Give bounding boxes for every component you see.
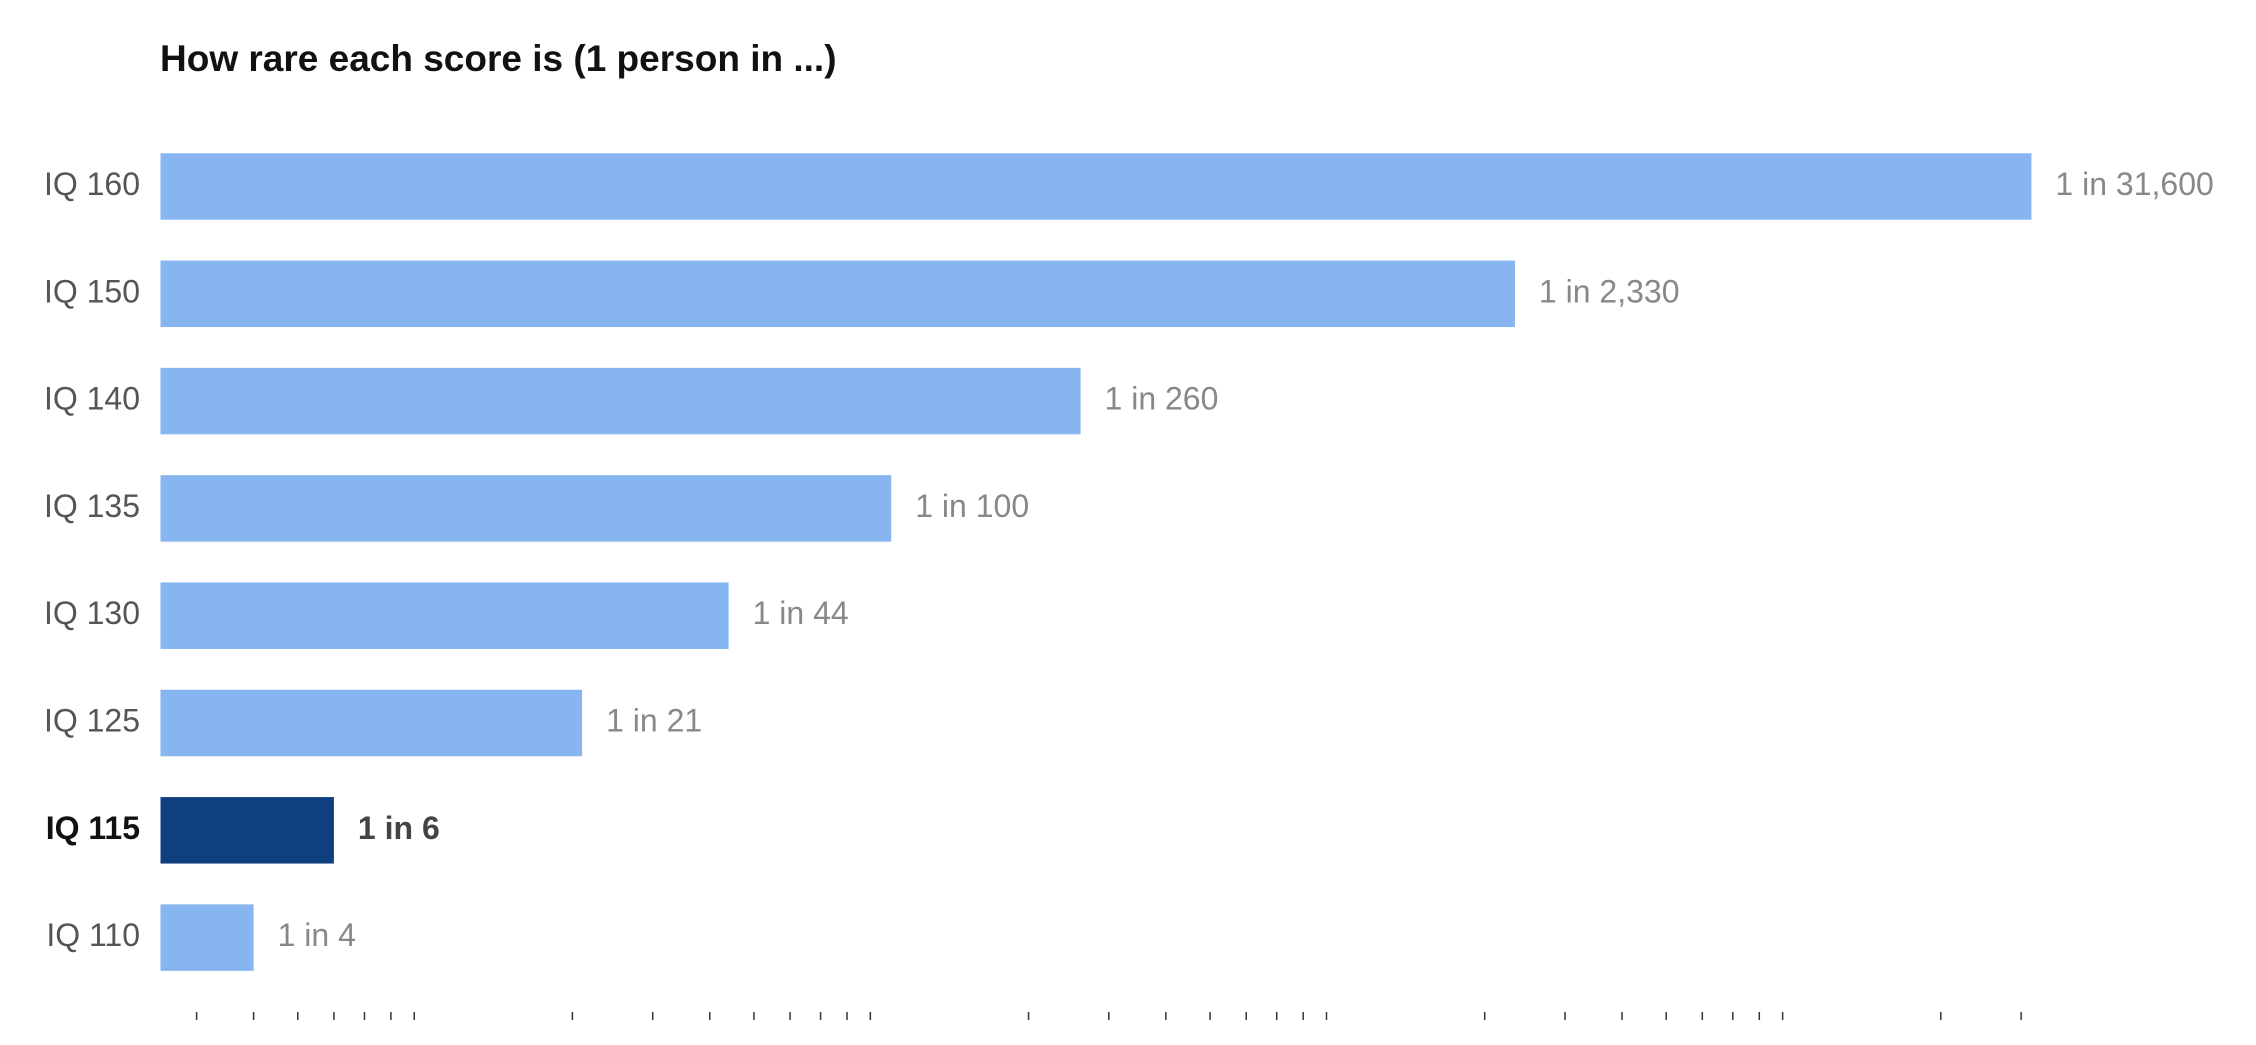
- bar: [160, 797, 334, 864]
- bar: [160, 153, 2032, 220]
- bar: [160, 904, 254, 971]
- bar: [160, 367, 1081, 435]
- value-label: 1 in 260: [1105, 381, 1219, 417]
- value-label: 1 in 31,600: [2055, 166, 2213, 202]
- chart-title: How rare each score is (1 person in ...): [160, 38, 837, 79]
- value-label: 1 in 44: [753, 595, 849, 631]
- category-label: IQ 135: [44, 488, 140, 524]
- category-label: IQ 150: [44, 273, 140, 309]
- category-label: IQ 115: [46, 810, 140, 846]
- bar: [160, 475, 892, 542]
- bar: [160, 689, 583, 757]
- value-label: 1 in 100: [915, 488, 1029, 524]
- value-label: 1 in 6: [358, 810, 440, 846]
- category-label: IQ 110: [46, 917, 140, 953]
- value-label: 1 in 2,330: [1539, 273, 1680, 309]
- value-label: 1 in 21: [606, 702, 702, 738]
- bar: [160, 582, 729, 649]
- category-label: IQ 160: [44, 166, 140, 202]
- category-label: IQ 130: [44, 595, 140, 631]
- bar: [160, 260, 1515, 328]
- category-label: IQ 140: [44, 381, 140, 417]
- value-label: 1 in 4: [278, 917, 356, 953]
- category-label: IQ 125: [44, 702, 140, 738]
